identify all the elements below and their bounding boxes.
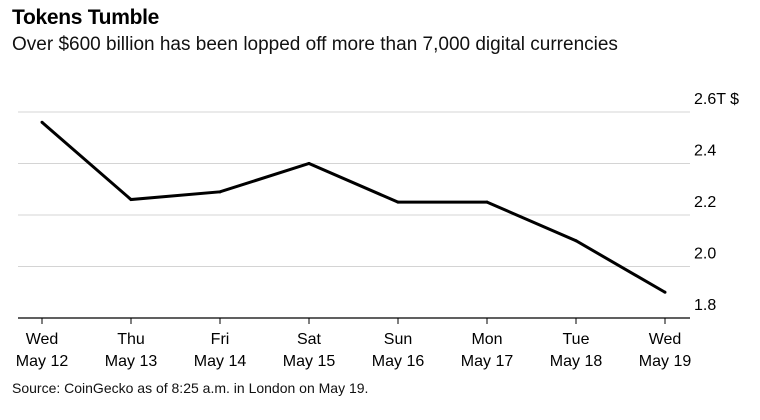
x-tick-label-date: May 19 bbox=[639, 353, 692, 370]
y-tick-label: 1.8 bbox=[694, 297, 716, 314]
x-tick-label-day: Wed bbox=[26, 331, 59, 348]
data-point bbox=[396, 200, 400, 204]
data-point bbox=[307, 162, 311, 165]
data-point bbox=[218, 190, 222, 194]
data-point bbox=[574, 239, 578, 243]
y-tick-label: 2.2 bbox=[694, 194, 716, 211]
y-tick-label: 2.6T $ bbox=[694, 91, 739, 108]
x-tick-label-day: Thu bbox=[117, 331, 145, 348]
x-tick-label-date: May 13 bbox=[105, 353, 158, 370]
x-tick-label-date: May 18 bbox=[550, 353, 603, 370]
x-tick-label-date: May 16 bbox=[372, 353, 425, 370]
chart-title: Tokens Tumble bbox=[12, 6, 160, 29]
x-tick-label-day: Sun bbox=[384, 331, 412, 348]
x-tick-label-day: Fri bbox=[211, 331, 230, 348]
x-tick-label-date: May 12 bbox=[16, 353, 69, 370]
x-tick-label-day: Tue bbox=[563, 331, 590, 348]
series-line bbox=[41, 121, 666, 294]
x-tick-label-day: Mon bbox=[471, 331, 502, 348]
x-tick-label-date: May 15 bbox=[283, 353, 336, 370]
y-tick-label: 2.4 bbox=[694, 143, 716, 160]
x-tick-label-date: May 14 bbox=[194, 353, 247, 370]
data-point bbox=[129, 198, 133, 202]
source-note: Source: CoinGecko as of 8:25 a.m. in Lon… bbox=[12, 380, 369, 396]
x-tick-label-day: Sat bbox=[297, 331, 322, 348]
data-point bbox=[40, 120, 44, 124]
data-point bbox=[663, 290, 667, 294]
y-tick-label: 2.0 bbox=[694, 246, 716, 263]
x-tick-label-date: May 17 bbox=[461, 353, 514, 370]
x-tick-label-day: Wed bbox=[649, 331, 682, 348]
data-point bbox=[485, 200, 489, 204]
chart-subtitle: Over $600 billion has been lopped off mo… bbox=[12, 34, 618, 55]
